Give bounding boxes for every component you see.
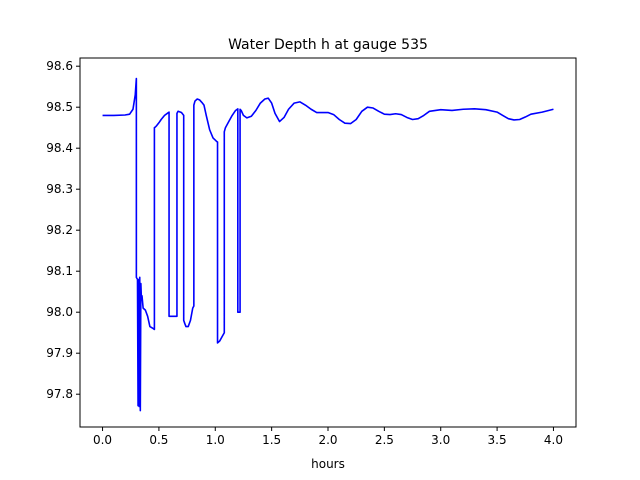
y-tick-label: 98.1 [46, 264, 73, 278]
x-tick-label: 0.5 [149, 433, 168, 447]
y-tick-label: 97.8 [46, 387, 73, 401]
x-axis: 0.0 0.5 1.0 1.5 2.0 2.5 3.0 3.5 4.0 [93, 427, 563, 447]
y-tick-label: 98.4 [46, 141, 73, 155]
plot-frame [79, 57, 577, 428]
plot-area [102, 77, 554, 412]
y-tick-label: 98.0 [46, 305, 73, 319]
chart-title: Water Depth h at gauge 535 [228, 37, 428, 53]
x-tick-label: 1.0 [206, 433, 225, 447]
x-tick-label: 4.0 [544, 433, 563, 447]
x-tick-label: 3.0 [431, 433, 450, 447]
x-tick-label: 1.5 [262, 433, 281, 447]
x-tick-label: 2.5 [375, 433, 394, 447]
y-tick-label: 97.9 [46, 346, 73, 360]
y-tick-label: 98.3 [46, 182, 73, 196]
x-tick-label: 2.0 [318, 433, 337, 447]
y-tick-label: 98.2 [46, 223, 73, 237]
y-tick-label: 98.6 [46, 59, 73, 73]
x-axis-label: hours [311, 457, 345, 471]
x-tick-label: 3.5 [488, 433, 507, 447]
y-tick-label: 98.5 [46, 100, 73, 114]
series-line-0 [102, 77, 554, 412]
x-tick-label: 0.0 [93, 433, 112, 447]
y-axis: 97.8 97.9 98.0 98.1 98.2 98.3 98.4 98.5 98.6 [46, 59, 80, 401]
